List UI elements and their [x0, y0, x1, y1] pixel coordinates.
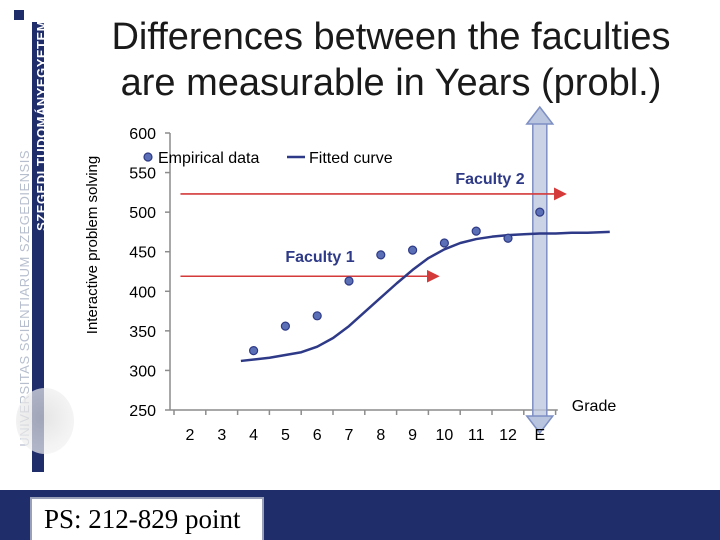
data-point — [280, 321, 290, 331]
university-sidebar: UNIVERSITAS SCIENTIARUM SZEGEDIENSIS SZE… — [0, 0, 62, 480]
legend-label-fitted: Fitted curve — [309, 150, 393, 167]
x-tick-label: 6 — [313, 427, 322, 444]
x-tick-label: 3 — [217, 427, 226, 444]
x-tick-label: 12 — [499, 427, 517, 444]
legend-marker-empirical — [143, 152, 153, 162]
y-tick-label: 600 — [129, 126, 156, 143]
x-tick-label: 9 — [408, 427, 417, 444]
highlight-column — [532, 121, 548, 419]
highlight-arrow-bottom — [525, 415, 555, 435]
y-tick-label: 550 — [129, 166, 156, 183]
y-tick-label: 300 — [129, 363, 156, 380]
data-point — [471, 226, 481, 236]
y-tick-label: 400 — [129, 284, 156, 301]
data-point — [312, 311, 322, 321]
sidebar-stripe — [32, 22, 44, 472]
slide-title-line-2: are measurable in Years (probl.) — [120, 62, 662, 104]
x-tick-label: 5 — [281, 427, 290, 444]
legend-label-empirical: Empirical data — [158, 150, 259, 167]
faculty-label: Faculty 1 — [285, 249, 354, 266]
x-tick-label: 2 — [186, 427, 195, 444]
faculty-label: Faculty 2 — [455, 171, 524, 188]
data-point — [344, 276, 354, 286]
x-tick-label: 8 — [376, 427, 385, 444]
x-tick-label: 7 — [345, 427, 354, 444]
y-tick-label: 250 — [129, 403, 156, 420]
x-tick-label: E — [534, 427, 545, 444]
data-point — [535, 207, 545, 217]
data-point — [439, 238, 449, 248]
y-tick-label: 350 — [129, 324, 156, 341]
data-point — [249, 346, 259, 356]
y-tick-label: 450 — [129, 245, 156, 262]
highlight-arrow-top — [525, 105, 555, 125]
x-axis-label: Grade — [572, 398, 617, 415]
x-tick-label: 4 — [249, 427, 258, 444]
slide-title: Differences between the faculties are me… — [62, 14, 720, 106]
fitted-curve — [240, 230, 610, 363]
slide-title-line-1: Differences between the faculties — [111, 16, 671, 58]
y-axis-label: Interactive problem solving — [84, 156, 101, 334]
data-point — [408, 245, 418, 255]
y-tick-label: 500 — [129, 205, 156, 222]
data-point — [503, 233, 513, 243]
footer-box — [30, 497, 264, 540]
x-tick-label: 10 — [436, 427, 454, 444]
university-logo-icon — [14, 10, 24, 20]
university-seal-icon — [16, 388, 74, 454]
data-point — [376, 250, 386, 260]
x-tick-label: 11 — [468, 427, 485, 444]
footer-text: PS: 212-829 point — [44, 504, 241, 534]
